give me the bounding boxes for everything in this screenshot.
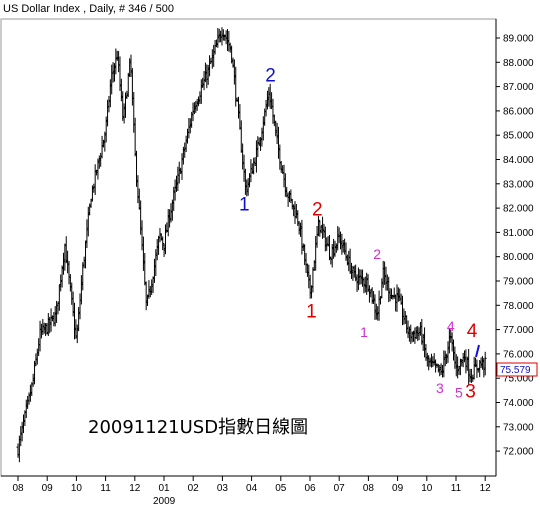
y-tick-label: 76.000 — [503, 349, 534, 360]
x-tick-label: 10 — [421, 483, 433, 494]
blue-marker-line — [475, 344, 480, 358]
wave-label: 4 — [467, 321, 478, 342]
y-tick-label: 88.000 — [503, 58, 534, 69]
y-tick-label: 79.000 — [503, 277, 534, 288]
wave-label: 1 — [239, 195, 250, 216]
y-tick-label: 86.000 — [503, 106, 534, 117]
x-tick-label: 10 — [71, 483, 83, 494]
price-bar — [208, 55, 212, 77]
x-axis-ticks: 08 09 10 11 12 01 02 03 04 05 06 07 08 09 10 11 12 — [12, 476, 491, 494]
x-tick-label: 08 — [12, 483, 24, 494]
y-tick-label: 85.000 — [503, 131, 534, 142]
y-tick-label: 75.000 — [503, 374, 534, 385]
x-tick-label: 11 — [100, 483, 111, 494]
last-price-marker: 75.579 — [496, 362, 538, 377]
y-tick-label: 80.000 — [503, 252, 534, 263]
wave-label: 4 — [447, 318, 455, 334]
y-tick-label: 74.000 — [503, 398, 534, 409]
last-price-box — [496, 362, 538, 377]
x-tick-label: 09 — [392, 483, 404, 494]
y-tick-label: 82.000 — [503, 204, 534, 215]
chart-annotation: 20091121USD指數日線圖 — [88, 417, 308, 438]
y-axis-ticks: 72.000 73.000 74.000 75.000 76.000 77.000 78.0… — [496, 34, 534, 458]
y-tick-label: 78.000 — [503, 301, 534, 312]
y-tick-label: 89.000 — [503, 34, 534, 45]
y-tick-label: 84.000 — [503, 155, 534, 166]
y-tick-label: 81.000 — [503, 228, 534, 239]
wave-label: 1 — [360, 324, 368, 340]
wave-labels: 1 2 2 1 2 1 4 4 3 5 3 — [239, 66, 478, 403]
y-tick-label: 87.000 — [503, 82, 534, 93]
y-tick-label: 77.000 — [503, 325, 534, 336]
wave-label: 3 — [436, 380, 444, 396]
x-tick-label: 01 — [158, 483, 170, 494]
y-tick-label: 83.000 — [503, 179, 534, 190]
x-tick-label: 08 — [363, 483, 375, 494]
x-tick-label: 09 — [42, 483, 54, 494]
y-tick-label: 73.000 — [503, 422, 534, 433]
x-tick-label: 04 — [246, 483, 258, 494]
price-bar — [483, 351, 487, 376]
year-label: 2009 — [153, 496, 176, 507]
last-price-label: 75.579 — [500, 365, 531, 376]
wave-label: 3 — [465, 382, 476, 403]
x-tick-label: 12 — [129, 483, 141, 494]
wave-label: 1 — [306, 301, 317, 322]
x-tick-label: 05 — [275, 483, 287, 494]
chart-title: US Dollar Index , Daily, # 346 / 500 — [3, 3, 174, 15]
price-bar — [161, 236, 165, 251]
wave-label: 5 — [455, 385, 463, 401]
x-tick-label: 12 — [480, 483, 492, 494]
wave-label: 2 — [373, 246, 381, 262]
x-tick-label: 03 — [217, 483, 229, 494]
x-tick-label: 02 — [188, 483, 200, 494]
x-tick-label: 06 — [304, 483, 316, 494]
wave-label: 2 — [265, 66, 276, 87]
y-tick-label: 72.000 — [503, 447, 534, 458]
wave-label: 2 — [312, 199, 323, 220]
x-tick-label: 07 — [334, 483, 346, 494]
price-bars — [16, 27, 487, 463]
price-bar — [163, 224, 167, 255]
x-tick-label: 11 — [451, 483, 462, 494]
